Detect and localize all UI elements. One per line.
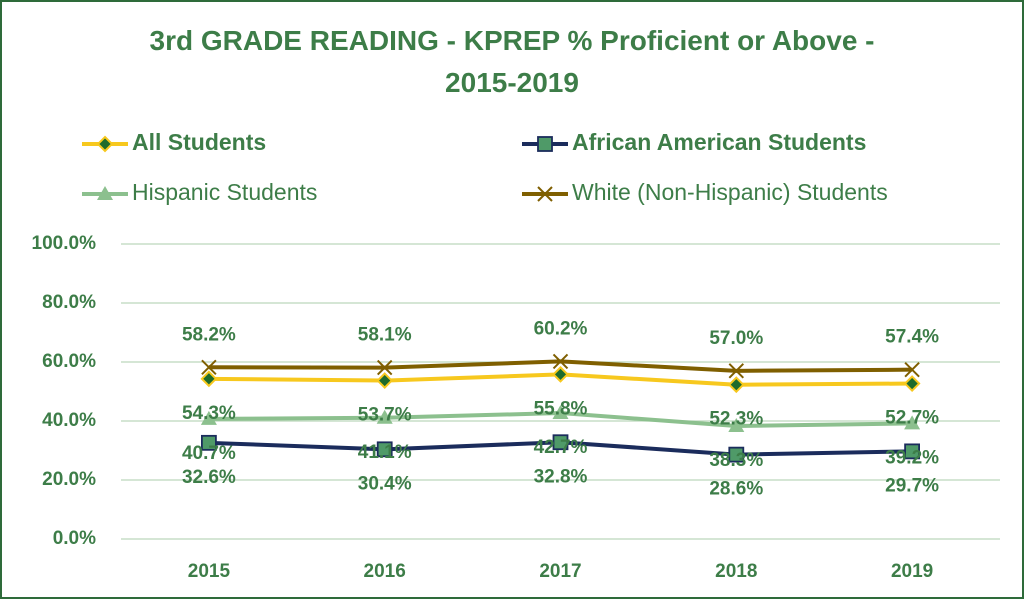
marker bbox=[728, 418, 745, 433]
marker bbox=[376, 359, 393, 376]
y-tick-label: 100.0% bbox=[32, 233, 97, 254]
data-label: 55.8% bbox=[534, 398, 588, 419]
legend-marker bbox=[537, 186, 553, 202]
data-label: 58.2% bbox=[182, 324, 236, 345]
legend-label: White (Non-Hispanic) Students bbox=[572, 179, 888, 205]
legend-label: African American Students bbox=[572, 129, 866, 155]
data-label: 42.7% bbox=[534, 437, 588, 458]
marker bbox=[728, 363, 745, 379]
series bbox=[200, 365, 921, 394]
marker bbox=[904, 415, 921, 430]
marker bbox=[376, 372, 394, 389]
y-tick-label: 40.0% bbox=[42, 410, 96, 431]
data-label: 30.4% bbox=[358, 473, 412, 494]
marker bbox=[552, 365, 569, 383]
legend-label: Hispanic Students bbox=[132, 179, 317, 205]
data-label: 54.3% bbox=[182, 403, 236, 424]
y-tick-label: 20.0% bbox=[42, 469, 96, 490]
data-label: 29.7% bbox=[885, 475, 939, 496]
data-label: 39.2% bbox=[885, 447, 939, 468]
marker bbox=[727, 376, 745, 394]
marker bbox=[904, 443, 920, 460]
marker bbox=[903, 375, 921, 392]
marker bbox=[728, 446, 745, 463]
legend-marker bbox=[97, 186, 113, 200]
data-label: 38.3% bbox=[709, 450, 763, 471]
marker bbox=[376, 409, 393, 424]
marker bbox=[201, 359, 217, 376]
x-tick-label: 2019 bbox=[891, 561, 933, 582]
marker bbox=[200, 370, 218, 388]
data-label: 57.4% bbox=[885, 327, 939, 348]
marker bbox=[200, 410, 217, 425]
data-label: 58.1% bbox=[358, 325, 412, 346]
data-label: 32.6% bbox=[182, 467, 236, 488]
chart-title: 3rd GRADE READING - KPREP % Proficient o… bbox=[149, 25, 875, 98]
y-tick-label: 0.0% bbox=[53, 528, 96, 549]
data-label: 52.7% bbox=[885, 408, 939, 429]
data-label: 28.6% bbox=[709, 479, 763, 500]
series bbox=[200, 434, 920, 463]
data-label: 53.7% bbox=[358, 405, 412, 426]
series bbox=[200, 405, 921, 433]
legend-marker bbox=[96, 135, 114, 153]
marker bbox=[552, 434, 569, 451]
marker bbox=[552, 353, 569, 370]
x-tick-label: 2016 bbox=[364, 561, 406, 582]
data-label: 32.8% bbox=[534, 466, 588, 487]
marker bbox=[200, 434, 217, 451]
data-label: 57.0% bbox=[709, 328, 763, 349]
x-tick-label: 2017 bbox=[539, 561, 581, 582]
legend-label: All Students bbox=[132, 129, 266, 155]
data-label: 40.7% bbox=[182, 443, 236, 464]
x-tick-label: 2018 bbox=[715, 561, 757, 582]
y-tick-label: 60.0% bbox=[42, 351, 96, 372]
data-label: 52.3% bbox=[709, 409, 763, 430]
series bbox=[201, 353, 920, 379]
x-tick-label: 2015 bbox=[188, 561, 231, 582]
y-tick-label: 80.0% bbox=[42, 292, 96, 313]
marker bbox=[904, 361, 920, 378]
marker bbox=[376, 441, 393, 458]
legend-marker bbox=[537, 136, 553, 152]
marker bbox=[552, 405, 569, 420]
data-label: 60.2% bbox=[534, 318, 588, 339]
data-label: 41.1% bbox=[358, 442, 412, 463]
